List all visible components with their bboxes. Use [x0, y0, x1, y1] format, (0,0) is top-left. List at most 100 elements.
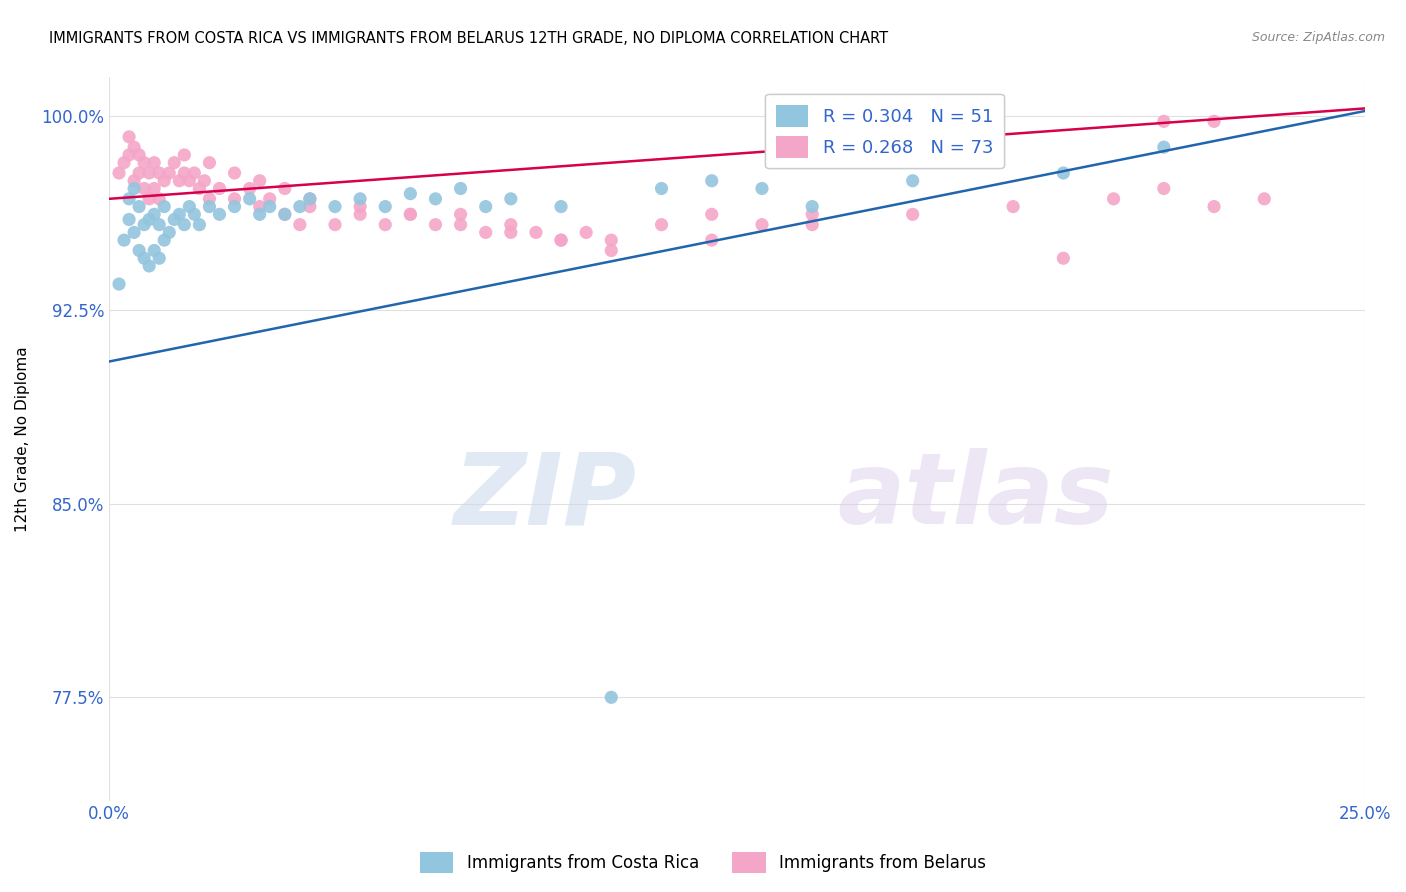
Point — [1153, 181, 1175, 195]
Point — [288, 200, 311, 214]
Point — [118, 192, 141, 206]
Point — [138, 212, 160, 227]
Point — [193, 174, 215, 188]
Point — [259, 192, 281, 206]
Point — [575, 226, 598, 240]
Point — [399, 186, 422, 201]
Point — [148, 218, 170, 232]
Point — [600, 244, 623, 258]
Point — [550, 233, 572, 247]
Point — [1153, 114, 1175, 128]
Point — [173, 166, 195, 180]
Point — [374, 218, 396, 232]
Point — [143, 155, 166, 169]
Legend: Immigrants from Costa Rica, Immigrants from Belarus: Immigrants from Costa Rica, Immigrants f… — [413, 846, 993, 880]
Point — [153, 233, 176, 247]
Point — [224, 200, 246, 214]
Point — [323, 218, 346, 232]
Point — [128, 166, 150, 180]
Point — [173, 218, 195, 232]
Point — [153, 174, 176, 188]
Point — [122, 140, 145, 154]
Point — [128, 200, 150, 214]
Point — [1052, 166, 1074, 180]
Point — [108, 277, 131, 291]
Point — [179, 200, 201, 214]
Point — [298, 192, 321, 206]
Point — [700, 207, 723, 221]
Point — [224, 166, 246, 180]
Point — [148, 166, 170, 180]
Point — [600, 233, 623, 247]
Point — [143, 181, 166, 195]
Point — [751, 218, 773, 232]
Point — [122, 174, 145, 188]
Text: IMMIGRANTS FROM COSTA RICA VS IMMIGRANTS FROM BELARUS 12TH GRADE, NO DIPLOMA COR: IMMIGRANTS FROM COSTA RICA VS IMMIGRANTS… — [49, 31, 889, 46]
Point — [198, 192, 221, 206]
Point — [134, 181, 156, 195]
Point — [179, 174, 201, 188]
Point — [122, 181, 145, 195]
Point — [138, 166, 160, 180]
Point — [425, 192, 447, 206]
Point — [450, 218, 472, 232]
Point — [198, 200, 221, 214]
Point — [474, 226, 496, 240]
Point — [239, 192, 262, 206]
Point — [1052, 252, 1074, 266]
Point — [134, 252, 156, 266]
Point — [425, 218, 447, 232]
Text: ZIP: ZIP — [453, 449, 637, 545]
Point — [550, 233, 572, 247]
Point — [499, 192, 522, 206]
Point — [224, 192, 246, 206]
Point — [239, 181, 262, 195]
Point — [163, 212, 186, 227]
Point — [349, 200, 371, 214]
Point — [183, 207, 205, 221]
Point — [188, 218, 211, 232]
Point — [450, 207, 472, 221]
Point — [901, 207, 924, 221]
Point — [208, 207, 231, 221]
Point — [274, 207, 297, 221]
Point — [298, 192, 321, 206]
Point — [118, 148, 141, 162]
Point — [901, 174, 924, 188]
Point — [188, 181, 211, 195]
Point — [128, 244, 150, 258]
Point — [208, 181, 231, 195]
Point — [288, 218, 311, 232]
Point — [169, 207, 191, 221]
Point — [249, 174, 271, 188]
Point — [143, 244, 166, 258]
Point — [148, 192, 170, 206]
Point — [128, 148, 150, 162]
Point — [801, 207, 824, 221]
Point — [349, 192, 371, 206]
Point — [112, 155, 135, 169]
Point — [143, 207, 166, 221]
Point — [173, 148, 195, 162]
Y-axis label: 12th Grade, No Diploma: 12th Grade, No Diploma — [15, 346, 30, 532]
Point — [751, 181, 773, 195]
Point — [274, 181, 297, 195]
Point — [700, 174, 723, 188]
Point — [169, 174, 191, 188]
Point — [1153, 140, 1175, 154]
Point — [157, 226, 180, 240]
Point — [138, 259, 160, 273]
Text: Source: ZipAtlas.com: Source: ZipAtlas.com — [1251, 31, 1385, 45]
Point — [801, 218, 824, 232]
Point — [153, 200, 176, 214]
Text: atlas: atlas — [838, 449, 1114, 545]
Point — [198, 155, 221, 169]
Point — [1102, 192, 1125, 206]
Point — [524, 226, 547, 240]
Point — [108, 166, 131, 180]
Point — [1002, 200, 1025, 214]
Point — [249, 200, 271, 214]
Point — [349, 207, 371, 221]
Point — [474, 200, 496, 214]
Point — [399, 207, 422, 221]
